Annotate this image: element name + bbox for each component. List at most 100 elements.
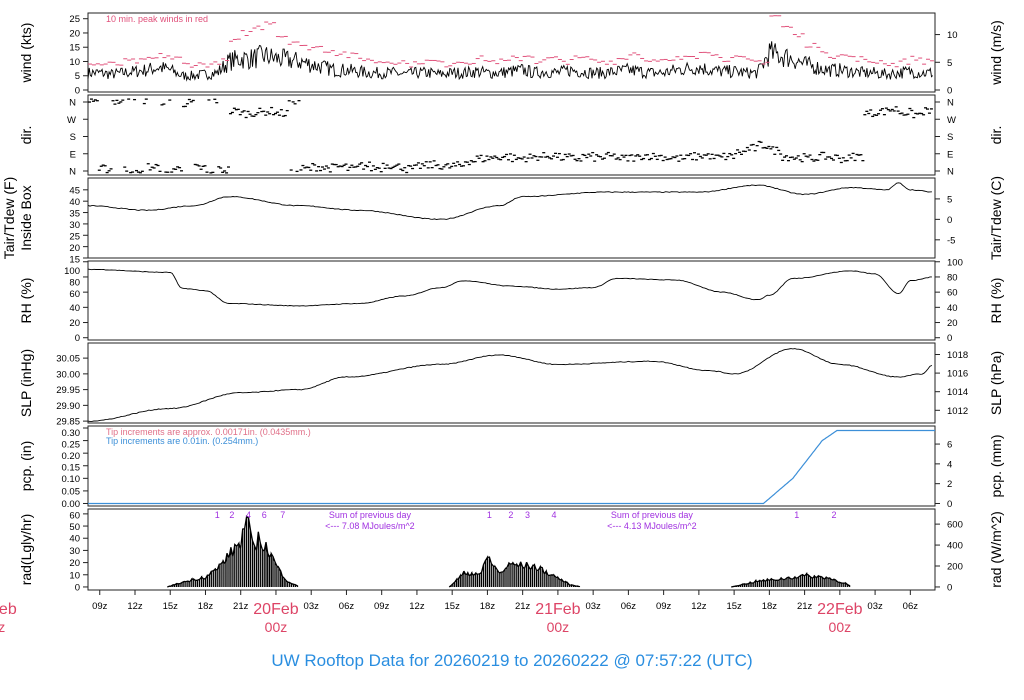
y-tick-label-right: 200	[947, 562, 963, 573]
rh-line	[87, 268, 932, 307]
y-tick-label: 0.10	[62, 474, 81, 485]
y-axis-label: pcp. (in)	[18, 441, 34, 492]
y-tick-label: 10	[69, 570, 80, 581]
y-tick-label-right: 1014	[947, 387, 968, 398]
y-axis-label-right: dir.	[988, 126, 1004, 145]
y-tick-label-right: 5	[947, 194, 952, 205]
date-label: 19Feb	[0, 601, 17, 618]
y-axis-label-right: pcp. (mm)	[988, 435, 1004, 498]
y-tick-label: 40	[69, 534, 80, 545]
y-tick-label-right: 100	[947, 257, 963, 268]
y-tick-label-right: 1018	[947, 350, 968, 361]
temp-line	[87, 182, 932, 220]
y-tick-label: 30	[69, 220, 80, 231]
y-axis-label-right: rad (W/m^2)	[988, 511, 1004, 588]
y-axis-label: SLP (inHg)	[18, 349, 34, 417]
y-axis-label: wind (kts)	[18, 23, 34, 84]
panel-frame	[87, 508, 936, 591]
solar-radiation-area	[167, 515, 851, 588]
date-hour-label: 00z	[829, 619, 852, 635]
y-axis-label-right: Tair/Tdew (C)	[988, 176, 1004, 260]
chart-title: UW Rooftop Data for 20260219 to 20260222…	[271, 651, 752, 670]
y-tick-label-right: 4	[947, 459, 952, 470]
y-axis-label-right: SLP (hPa)	[988, 351, 1004, 415]
x-tick-label: 12z	[691, 601, 707, 612]
y-tick-label-right: 40	[947, 303, 958, 314]
wind-speed-line	[87, 41, 934, 82]
y-tick-label: 15	[69, 254, 80, 265]
panel-frame	[87, 260, 936, 341]
x-tick-label: 15z	[163, 601, 179, 612]
x-tick-label: 18z	[762, 601, 778, 612]
solar-hour-mark: 2	[831, 510, 836, 520]
y-tick-label: 80	[69, 277, 80, 288]
y-tick-label: 0	[75, 582, 80, 593]
precipitation-line	[88, 429, 935, 505]
x-tick-label: 18z	[480, 601, 496, 612]
y-tick-label-right: 10	[947, 30, 958, 41]
y-tick-label: 0	[75, 333, 80, 344]
date-hour-label: 00z	[0, 619, 5, 635]
y-tick-label: 5	[75, 71, 80, 82]
y-tick-label: 30.05	[56, 354, 80, 365]
solar-hour-mark: 3	[525, 510, 530, 520]
y-tick-label-right: 400	[947, 541, 963, 552]
panel-frame	[87, 12, 936, 93]
y-tick-label-right: S	[947, 132, 953, 143]
y-axis-label: RH (%)	[18, 278, 34, 324]
date-label: 22Feb	[817, 601, 862, 618]
x-tick-label: 21z	[797, 601, 813, 612]
x-tick-label: 15z	[445, 601, 461, 612]
panel-frame	[87, 342, 936, 424]
y-tick-label-right: 5	[947, 58, 952, 69]
y-tick-label: 29.90	[56, 401, 80, 412]
solar-hour-mark: 6	[262, 510, 267, 520]
y-tick-label: 0.05	[62, 486, 81, 497]
y-tick-label: 0.30	[62, 428, 81, 439]
y-tick-label: 50	[69, 522, 80, 533]
y-tick-label-right: 2	[947, 479, 952, 490]
y-tick-label: 25	[69, 14, 80, 25]
panel-pcp: 0.00 0.050.100.150.200.250.30 0 2 4 6 pcp. (in…	[18, 425, 1004, 510]
panel-wind: 0 5 10 15 20 25 0 5 10 wind (kts) wind (m/s) 10 min…	[18, 12, 1004, 97]
y-tick-label: N	[69, 98, 76, 109]
tip-note-approx: Tip increments are approx. 0.00171in. (0…	[106, 427, 311, 437]
solar-hour-mark: 7	[280, 510, 285, 520]
x-axis: 09z 12z 15z 18z 21z 03z 06z 09z 12z 15z 18z 21z 03z 0…	[0, 590, 918, 635]
y-tick-label: 0.20	[62, 451, 81, 462]
x-tick-label: 21z	[515, 601, 531, 612]
tip-note: Tip increments are 0.01in. (0.254mm.)	[106, 436, 258, 446]
y-tick-label: 0	[75, 86, 80, 97]
daily-sum-heading: Sum of previous day	[611, 510, 694, 520]
date-hour-label: 00z	[265, 619, 288, 635]
x-tick-label: 18z	[198, 601, 214, 612]
y-tick-label: 29.85	[56, 417, 80, 428]
y-axis-label-right: wind (m/s)	[988, 20, 1004, 86]
panel-frame	[87, 177, 936, 259]
y-tick-label-right: 80	[947, 272, 958, 283]
y-tick-label: 60	[69, 289, 80, 300]
x-tick-label: 12z	[127, 601, 143, 612]
x-tick-label: 09z	[656, 601, 672, 612]
solar-hour-mark: 2	[229, 510, 234, 520]
y-tick-label: N	[69, 167, 76, 178]
x-tick-label: 06z	[903, 601, 919, 612]
x-tick-label: 03z	[585, 601, 601, 612]
y-tick-label: 29.95	[56, 385, 80, 396]
y-tick-label-right: -5	[947, 235, 955, 246]
solar-hour-mark: 2	[508, 510, 513, 520]
x-tick-label: 12z	[409, 601, 425, 612]
y-tick-label-right: W	[947, 115, 956, 126]
panel-slp: 29.85 29.90 29.95 30.00 30.05 1012 1014 1016 101…	[18, 342, 1004, 428]
daily-sum-value: <--- 4.13 MJoules/m^2	[607, 521, 697, 531]
date-label: 20Feb	[253, 601, 298, 618]
daily-sum-heading: Sum of previous day	[329, 510, 412, 520]
y-tick-label: 0.15	[62, 463, 81, 474]
y-tick-label-right: 0	[947, 582, 952, 593]
gust-annotation: 10 min. peak winds in red	[106, 14, 208, 24]
y-tick-label: 20	[69, 558, 80, 569]
y-tick-label: S	[70, 132, 76, 143]
